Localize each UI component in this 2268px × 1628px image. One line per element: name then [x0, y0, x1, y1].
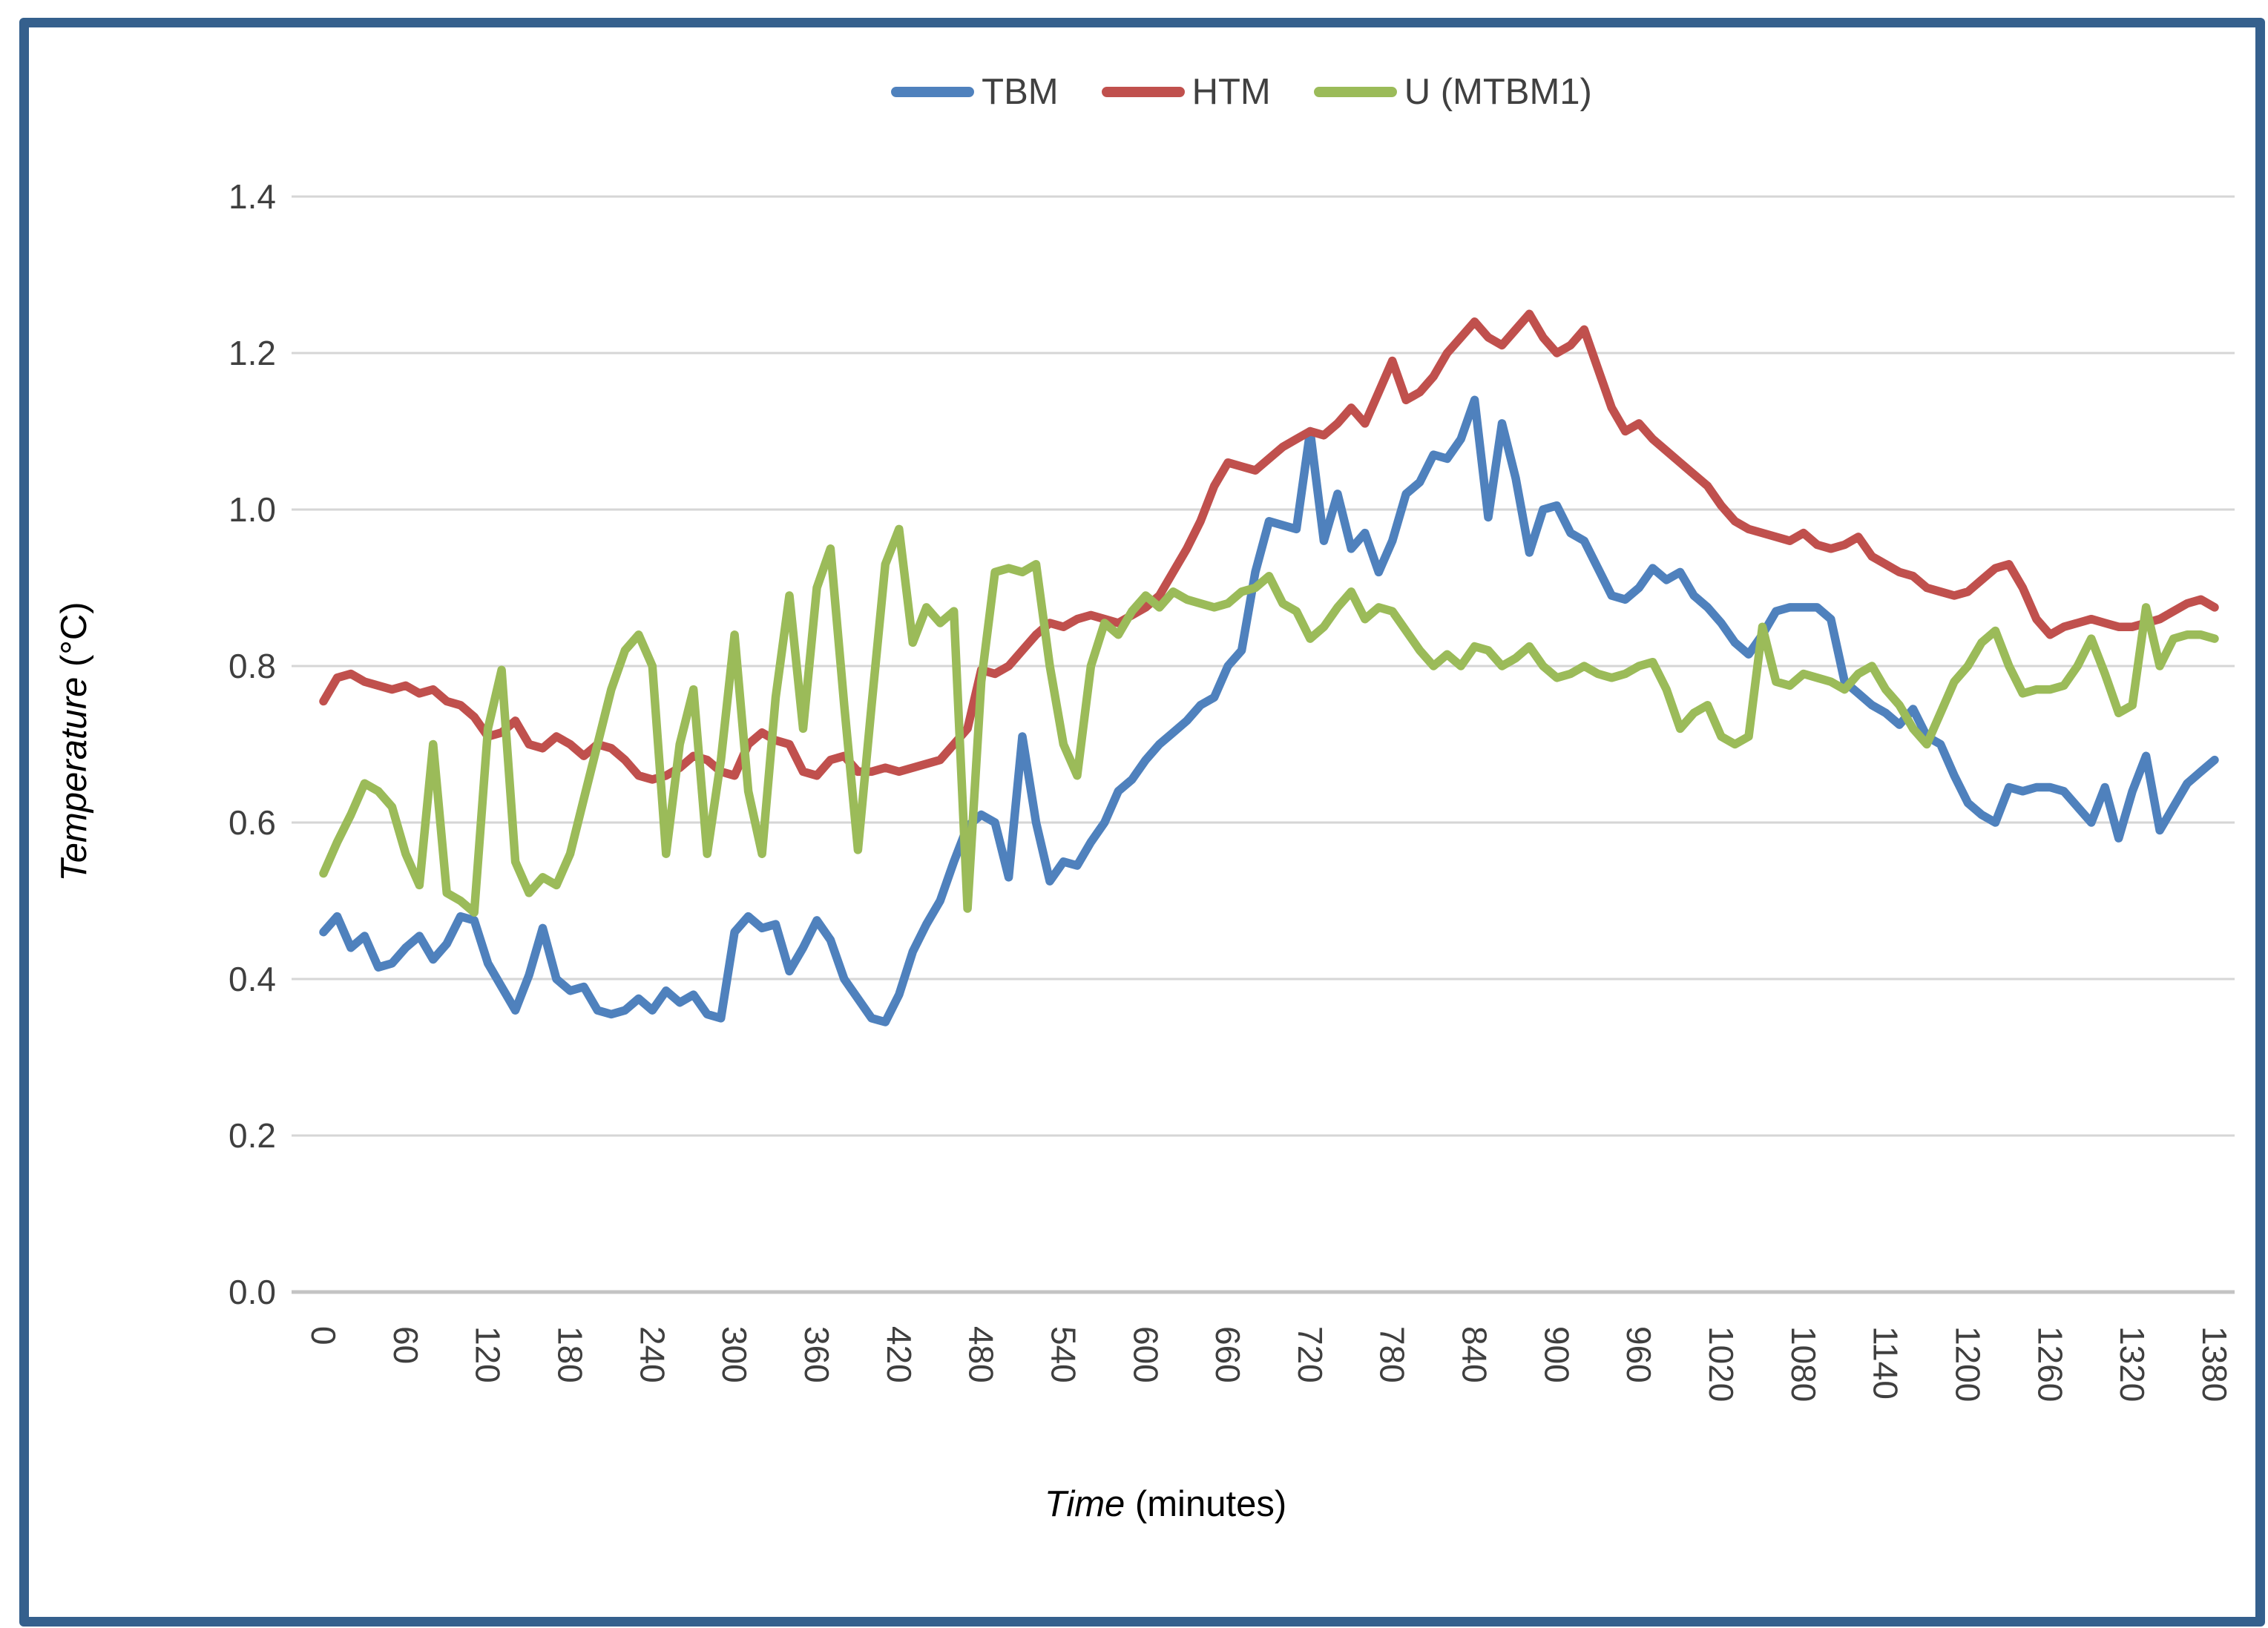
legend-label: U (MTBM1): [1404, 72, 1592, 112]
y-tick-label: 0.4: [229, 960, 276, 998]
legend-item-u-mtbm1: U (MTBM1): [1313, 71, 1592, 113]
x-tick-label: 1080: [1784, 1326, 1823, 1402]
x-tick-label: 1140: [1867, 1326, 1905, 1400]
y-tick-label: 1.4: [229, 177, 276, 216]
x-tick-label: 240: [633, 1326, 671, 1383]
y-tick-label: 0.8: [229, 647, 276, 685]
y-tick-label: 1.0: [229, 490, 276, 529]
legend-label: HTM: [1191, 72, 1271, 112]
y-tick-label: 0.0: [229, 1273, 276, 1311]
x-tick-label: 60: [387, 1326, 425, 1364]
x-tick-label: 1260: [2031, 1326, 2069, 1402]
y-tick-label: 0.6: [229, 803, 276, 842]
x-tick-label: 900: [1537, 1326, 1576, 1383]
x-tick-label: 1020: [1702, 1326, 1741, 1402]
series-line-htm: [319, 309, 2219, 784]
x-axis-title: Time (minutes): [0, 1483, 2268, 1525]
x-tick-label: 180: [550, 1326, 589, 1383]
y-tick-label: 0.2: [229, 1116, 276, 1155]
x-tick-label: 1380: [2195, 1326, 2234, 1402]
x-tick-label: 480: [962, 1326, 1001, 1383]
x-tick-label: 960: [1620, 1326, 1658, 1383]
x-tick-label: 600: [1126, 1326, 1165, 1383]
y-tick-label: 1.2: [229, 334, 276, 372]
x-axis-title-word: Time: [1044, 1484, 1125, 1524]
x-tick-label: 660: [1209, 1326, 1247, 1383]
x-tick-label: 720: [1291, 1326, 1329, 1383]
series-line-u-mtbm1-: [319, 524, 2219, 917]
legend-item-htm: HTM: [1101, 71, 1271, 113]
legend-label: TBM: [982, 72, 1059, 112]
x-axis-title-units: (minutes): [1125, 1484, 1287, 1524]
x-tick-label: 780: [1373, 1326, 1412, 1383]
x-tick-label: 1200: [1949, 1326, 1988, 1402]
legend-item-tbm: TBM: [891, 71, 1059, 113]
tbm-line-swatch-icon: [891, 87, 975, 97]
x-tick-label: 360: [798, 1326, 836, 1383]
x-tick-label: 1320: [2113, 1326, 2152, 1402]
x-tick-label: 120: [469, 1326, 507, 1383]
htm-line-swatch-icon: [1101, 87, 1185, 97]
x-tick-label: 420: [880, 1326, 918, 1383]
x-tick-label: 0: [304, 1326, 343, 1345]
series-line-tbm: [319, 395, 2219, 1026]
u-mtbm1-line-swatch-icon: [1313, 87, 1397, 97]
x-tick-label: 540: [1044, 1326, 1082, 1383]
x-tick-label: 300: [715, 1326, 754, 1383]
x-tick-label: 840: [1456, 1326, 1494, 1383]
chart-legend: TBM HTM U (MTBM1): [0, 71, 2268, 113]
